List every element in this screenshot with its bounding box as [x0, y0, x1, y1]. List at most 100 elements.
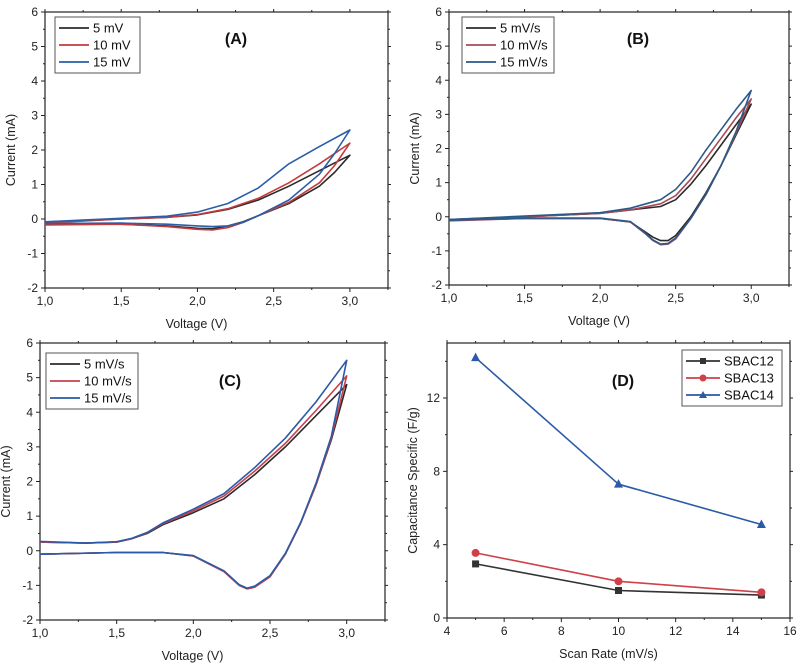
y-tick-label: 2 [31, 143, 38, 157]
x-tick-label: 16 [783, 624, 797, 638]
y-tick-label: -2 [27, 281, 38, 295]
legend-label: 5 mV/s [84, 357, 125, 372]
y-tick-label: 6 [26, 336, 33, 350]
legend: 5 mV/s 10 mV/s 15 mV/s [461, 16, 555, 74]
y-tick-label: 0 [435, 210, 442, 224]
legend-label: 15 mV [93, 55, 131, 70]
x-tick-label: 1,0 [37, 294, 54, 308]
legend: 5 mV 10 mV 15 mV [54, 16, 141, 74]
y-tick-label: -2 [22, 613, 33, 627]
data-point-triangle [756, 519, 766, 528]
x-tick-label: 2,5 [265, 294, 282, 308]
y-axis-title: Capacitance Specific (F/g) [406, 407, 420, 554]
x-tick-label: 3,0 [743, 291, 760, 305]
x-tick-label: 2,0 [592, 291, 609, 305]
y-tick-label: 0 [433, 611, 440, 625]
y-tick-label: 1 [31, 178, 38, 192]
series-line-15-mv-s [448, 89, 753, 245]
legend-label: 5 mV/s [500, 21, 541, 36]
legend-label: 15 mV/s [84, 391, 132, 406]
y-axis-title: Current (mA) [408, 112, 422, 184]
y-tick-label: 4 [31, 74, 38, 88]
x-tick-label: 2,0 [185, 626, 202, 640]
x-tick-label: 1,0 [441, 291, 458, 305]
data-point-triangle [471, 352, 481, 362]
y-tick-label: -1 [431, 244, 442, 258]
y-tick-label: -2 [431, 278, 442, 292]
data-point-square [472, 560, 480, 568]
y-tick-label: 2 [435, 142, 442, 156]
y-tick-label: 8 [433, 464, 440, 478]
x-tick-label: 3,0 [342, 294, 359, 308]
panel-label: (A) [225, 31, 247, 48]
y-axis-title: Current (mA) [4, 114, 18, 186]
y-tick-label: 1 [26, 509, 33, 523]
y-tick-label: 4 [435, 73, 442, 87]
panel-b: 1,0 1,5 2,0 2,5 3,0 -2 -1 0 1 2 3 4 5 6 Voltage (V) Cur… [408, 5, 792, 328]
legend-label: 15 mV/s [500, 55, 548, 70]
legend: 5 mV/s 10 mV/s 15 mV/s [45, 352, 139, 410]
panel-label: (C) [219, 373, 241, 390]
panel-c: 1,0 1,5 2,0 2,5 3,0 -2 -1 0 1 2 3 4 5 6 Voltage (V) Cur… [0, 336, 388, 663]
y-tick-label: 5 [31, 40, 38, 54]
panel-label: (B) [627, 31, 649, 48]
x-tick-label: 12 [669, 624, 683, 638]
series-line-5-mv-s [39, 383, 348, 590]
y-tick-label: 4 [433, 538, 440, 552]
y-tick-label: -1 [22, 578, 33, 592]
legend-label: 5 mV [93, 21, 124, 36]
y-tick-label: 5 [26, 371, 33, 385]
y-tick-label: 0 [26, 544, 33, 558]
data-point-triangle [614, 479, 623, 488]
y-tick-label: 3 [26, 440, 33, 454]
legend-label: 10 mV/s [500, 38, 548, 53]
x-tick-label: 1,5 [516, 291, 533, 305]
legend-marker-triangle [699, 391, 707, 398]
y-tick-label: 1 [435, 176, 442, 190]
legend-marker-circle [699, 374, 707, 382]
y-tick-label: 2 [26, 475, 33, 489]
y-tick-label: 12 [427, 391, 441, 405]
x-tick-label: 6 [501, 624, 508, 638]
x-axis-title: Voltage (V) [166, 317, 228, 331]
x-tick-label: 1,5 [113, 294, 130, 308]
data-point-square [615, 587, 622, 594]
x-tick-label: 1,5 [108, 626, 125, 640]
series-line-15-mv-s [39, 359, 348, 589]
legend-label: SBAC12 [724, 354, 774, 369]
series-line-10-mv [44, 142, 351, 231]
y-tick-label: 5 [435, 39, 442, 53]
series-line-15-mv [44, 129, 351, 228]
legend-box [45, 352, 139, 410]
x-tick-label: 8 [558, 624, 565, 638]
x-axis-title: Voltage (V) [568, 314, 630, 328]
y-tick-label: 6 [31, 5, 38, 19]
x-tick-label: 10 [612, 624, 626, 638]
x-tick-label: 3,0 [338, 626, 355, 640]
x-tick-label: 2,0 [189, 294, 206, 308]
panel-label: (D) [612, 373, 634, 390]
data-point-circle [471, 548, 480, 557]
legend-label: 10 mV [93, 38, 131, 53]
y-tick-label: -1 [27, 247, 38, 261]
panel-a: 1,0 1,5 2,0 2,5 3,0 -2 -1 0 1 2 3 4 5 6 Voltage (V) Cur… [4, 5, 391, 331]
legend-label: SBAC14 [724, 388, 774, 403]
legend: SBAC12 SBAC13 SBAC14 [681, 349, 783, 407]
y-tick-label: 0 [31, 212, 38, 226]
x-tick-label: 2,5 [262, 626, 279, 640]
x-axis-title: Voltage (V) [162, 649, 224, 663]
x-tick-label: 4 [444, 624, 451, 638]
data-point-circle [614, 577, 623, 586]
data-point-circle [757, 588, 766, 597]
legend-label: SBAC13 [724, 371, 774, 386]
legend-label: 10 mV/s [84, 374, 132, 389]
series-line-10-mv-s [448, 98, 753, 246]
y-tick-label: 6 [435, 5, 442, 19]
legend-marker-square [700, 358, 706, 364]
x-tick-label: 1,0 [32, 626, 49, 640]
x-axis-title: Scan Rate (mV/s) [559, 647, 658, 661]
y-tick-label: 4 [26, 405, 33, 419]
y-axis-title: Current (mA) [0, 445, 13, 517]
